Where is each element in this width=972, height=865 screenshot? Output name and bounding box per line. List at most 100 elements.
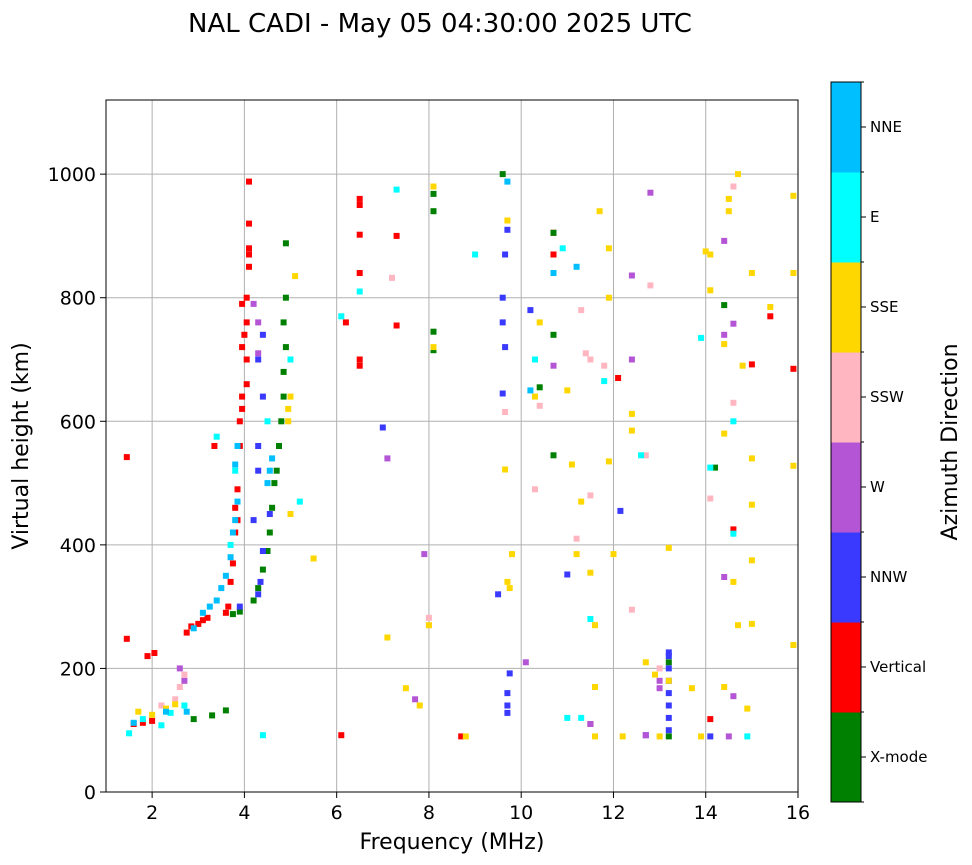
data-point (536, 384, 543, 391)
data-point (532, 356, 538, 363)
data-point (592, 733, 598, 740)
data-point (504, 709, 511, 716)
data-point (393, 232, 400, 239)
colorbar-segment (831, 262, 861, 353)
y-tick-label: 400 (60, 535, 96, 557)
data-point (665, 659, 672, 666)
data-point (721, 237, 728, 244)
data-point (264, 548, 271, 554)
data-point (522, 659, 529, 666)
data-point (628, 410, 635, 417)
data-point (656, 685, 663, 692)
plot-area: 2 4 6 8 10 12 14 16 0 200 400 600 800 1000 (48, 99, 810, 824)
data-point (605, 245, 612, 252)
data-point (243, 381, 250, 388)
data-point (748, 270, 755, 276)
data-point (190, 625, 197, 632)
data-point (790, 642, 797, 648)
data-point (296, 498, 303, 505)
plot-frame (105, 99, 799, 793)
data-point (665, 714, 672, 721)
data-point (642, 732, 649, 739)
data-point (564, 387, 571, 394)
data-point (527, 387, 534, 394)
data-point (266, 511, 273, 517)
x-axis-ticks: 2 4 6 8 10 12 14 16 (146, 792, 810, 824)
data-point (285, 405, 292, 412)
data-point (266, 529, 273, 536)
data-point (767, 304, 774, 310)
data-point (356, 362, 363, 369)
data-point (578, 307, 585, 314)
data-point (243, 319, 250, 326)
data-point (213, 433, 220, 440)
data-point (236, 603, 243, 610)
series-x-mode (190, 171, 728, 740)
x-tick-label: 14 (694, 802, 718, 824)
data-point (176, 684, 183, 690)
data-point (273, 467, 280, 474)
data-point (730, 530, 737, 537)
data-point (504, 226, 511, 233)
data-point (619, 733, 626, 740)
data-point (425, 622, 432, 629)
data-point (707, 733, 714, 740)
data-point (495, 591, 502, 598)
series-nne (130, 178, 580, 726)
data-point (601, 378, 608, 385)
data-point (356, 231, 363, 238)
data-point (790, 270, 797, 276)
data-point (232, 504, 239, 511)
data-point (338, 732, 345, 739)
data-point (430, 183, 437, 190)
data-point (239, 344, 246, 351)
data-point (356, 195, 363, 202)
data-point (287, 511, 294, 517)
data-point (243, 294, 250, 301)
data-point (573, 551, 580, 558)
data-point (204, 614, 211, 621)
data-point (181, 702, 188, 709)
data-point (790, 365, 797, 372)
data-point (229, 611, 236, 618)
data-point (592, 622, 598, 629)
data-point (725, 208, 732, 215)
data-point (665, 733, 672, 740)
data-point (499, 390, 506, 397)
data-point (605, 458, 612, 465)
data-point (255, 443, 262, 449)
data-point (241, 331, 248, 338)
data-point (725, 733, 732, 740)
series-w (176, 189, 737, 740)
data-point (259, 732, 266, 739)
data-point (183, 708, 190, 715)
colorbar-tick-label: Vertical (870, 658, 926, 676)
data-point (276, 443, 282, 449)
data-point (130, 719, 137, 726)
data-point (123, 454, 130, 461)
data-point (725, 195, 732, 202)
x-axis-label: Frequency (MHz) (360, 830, 545, 855)
data-point (532, 393, 538, 400)
data-point (255, 319, 262, 326)
data-point (587, 492, 594, 499)
data-point (712, 464, 718, 471)
data-point (550, 452, 557, 459)
data-point (190, 716, 197, 723)
data-point (744, 705, 751, 712)
data-point (550, 362, 557, 369)
data-point (158, 722, 165, 729)
x-tick-label: 16 (786, 802, 810, 824)
data-point (578, 498, 585, 505)
data-point (259, 566, 266, 573)
data-point (239, 393, 246, 400)
data-point (239, 405, 246, 412)
data-point (246, 245, 252, 252)
data-point (502, 344, 509, 351)
colorbar-tick-label: SSW (870, 388, 904, 406)
data-point (218, 585, 225, 592)
data-point (656, 733, 663, 740)
data-point (222, 707, 229, 714)
data-point (425, 614, 432, 621)
data-point (730, 399, 737, 406)
